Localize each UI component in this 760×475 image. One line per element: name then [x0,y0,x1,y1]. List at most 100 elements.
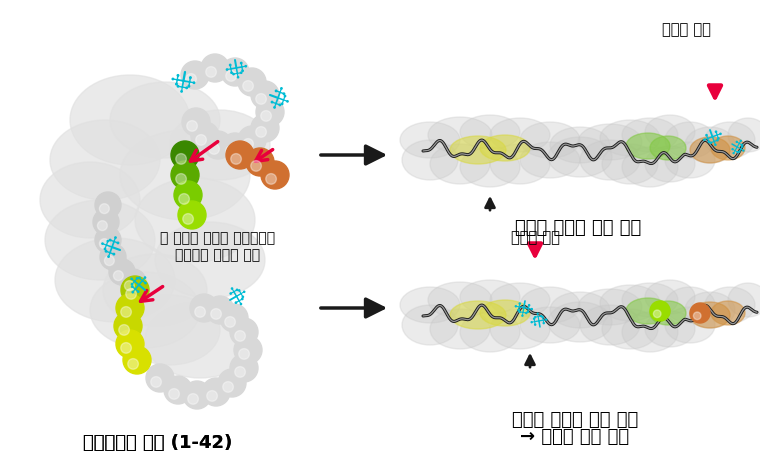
Circle shape [226,141,254,169]
Circle shape [116,294,144,322]
Ellipse shape [109,239,111,241]
Circle shape [261,111,271,121]
Circle shape [191,122,219,150]
Circle shape [121,306,131,317]
Ellipse shape [732,149,733,150]
Circle shape [202,378,230,406]
Ellipse shape [690,137,730,163]
Ellipse shape [450,136,506,164]
Text: → 단백질 응집 억제: → 단백질 응집 억제 [521,428,629,446]
Ellipse shape [515,306,516,307]
Ellipse shape [103,254,207,326]
Circle shape [693,312,701,320]
Ellipse shape [244,291,245,292]
Ellipse shape [622,312,678,352]
Circle shape [230,354,258,382]
Ellipse shape [120,130,250,220]
Ellipse shape [230,293,231,294]
Ellipse shape [102,243,103,244]
Ellipse shape [240,62,242,64]
Ellipse shape [720,133,721,134]
Ellipse shape [626,133,670,159]
Ellipse shape [534,324,536,325]
Ellipse shape [120,295,220,365]
Circle shape [95,192,121,218]
Circle shape [178,201,206,229]
Ellipse shape [460,115,520,149]
Ellipse shape [728,118,760,152]
Ellipse shape [645,115,695,149]
Ellipse shape [131,284,133,285]
Circle shape [187,121,198,131]
Ellipse shape [400,122,460,158]
Ellipse shape [460,312,520,352]
Ellipse shape [193,82,195,84]
Circle shape [209,143,220,154]
Ellipse shape [535,317,536,318]
Text: 중심부 소수성 영역 차단: 중심부 소수성 영역 차단 [512,411,638,429]
Circle shape [256,127,267,137]
Circle shape [246,148,274,176]
Ellipse shape [132,292,134,293]
Ellipse shape [600,120,660,156]
Circle shape [242,139,253,149]
Text: 저해제 결합: 저해제 결합 [511,230,559,246]
Circle shape [113,271,123,281]
Circle shape [100,239,109,248]
Ellipse shape [131,286,133,287]
Ellipse shape [490,144,550,184]
Circle shape [207,390,217,401]
Text: 각 소수성 영역에 경쟁적으로: 각 소수성 영역에 경쟁적으로 [160,231,276,245]
Ellipse shape [188,86,190,87]
Circle shape [654,310,661,318]
Ellipse shape [274,107,275,108]
Ellipse shape [428,117,492,153]
Ellipse shape [743,150,744,151]
Circle shape [179,194,189,204]
Circle shape [119,324,129,335]
Ellipse shape [717,140,718,141]
Circle shape [121,276,149,304]
Ellipse shape [728,283,760,317]
Ellipse shape [550,292,610,328]
Ellipse shape [480,135,530,161]
Ellipse shape [110,82,220,158]
Circle shape [182,108,210,136]
Ellipse shape [650,136,686,160]
Ellipse shape [715,131,717,133]
Circle shape [230,318,258,346]
Ellipse shape [490,283,550,317]
Ellipse shape [548,137,612,177]
Text: 결합하는 저해제 발굴: 결합하는 저해제 발굴 [176,248,261,262]
Circle shape [196,134,207,145]
Ellipse shape [550,127,610,163]
Circle shape [176,173,186,184]
Circle shape [266,173,277,184]
Ellipse shape [430,309,490,349]
Ellipse shape [685,127,735,163]
Circle shape [226,71,236,81]
Circle shape [174,181,202,209]
Circle shape [125,289,136,299]
Ellipse shape [578,289,642,325]
Ellipse shape [733,152,734,154]
Circle shape [120,269,146,295]
Ellipse shape [287,101,288,102]
Circle shape [256,98,284,126]
Circle shape [235,367,245,377]
Circle shape [251,81,279,109]
Circle shape [234,336,262,364]
Ellipse shape [55,238,175,322]
Ellipse shape [704,139,705,140]
Ellipse shape [430,144,490,184]
Circle shape [121,342,131,353]
Circle shape [171,141,199,169]
Ellipse shape [177,75,179,76]
Ellipse shape [602,144,658,184]
Text: 아밀로이드 베타 (1-42): 아밀로이드 베타 (1-42) [84,434,233,452]
Ellipse shape [181,91,182,92]
Text: 저해제 결합: 저해제 결합 [661,22,711,38]
Ellipse shape [526,313,527,314]
Ellipse shape [742,146,743,147]
Circle shape [206,66,217,77]
